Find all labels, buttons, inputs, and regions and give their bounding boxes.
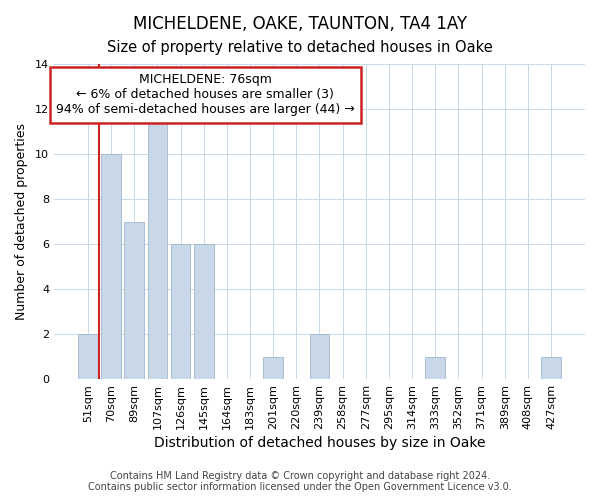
- Bar: [78, 334, 98, 379]
- Bar: [170, 244, 190, 379]
- Text: MICHELDENE, OAKE, TAUNTON, TA4 1AY: MICHELDENE, OAKE, TAUNTON, TA4 1AY: [133, 15, 467, 33]
- Bar: [194, 244, 214, 379]
- Bar: [425, 356, 445, 379]
- Bar: [101, 154, 121, 379]
- Bar: [541, 356, 561, 379]
- Bar: [148, 109, 167, 379]
- Text: Size of property relative to detached houses in Oake: Size of property relative to detached ho…: [107, 40, 493, 55]
- Text: MICHELDENE: 76sqm
← 6% of detached houses are smaller (3)
94% of semi-detached h: MICHELDENE: 76sqm ← 6% of detached house…: [56, 74, 355, 116]
- Text: Contains HM Land Registry data © Crown copyright and database right 2024.
Contai: Contains HM Land Registry data © Crown c…: [88, 471, 512, 492]
- Bar: [263, 356, 283, 379]
- Bar: [310, 334, 329, 379]
- X-axis label: Distribution of detached houses by size in Oake: Distribution of detached houses by size …: [154, 436, 485, 450]
- Y-axis label: Number of detached properties: Number of detached properties: [15, 123, 28, 320]
- Bar: [124, 222, 144, 379]
